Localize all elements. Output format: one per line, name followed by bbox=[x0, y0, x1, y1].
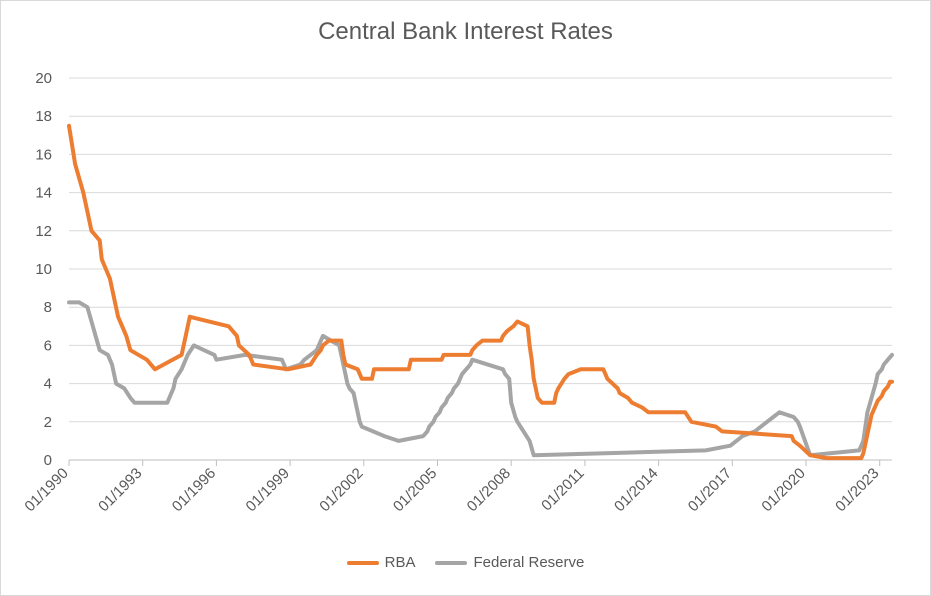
y-axis-tick-labels: 0 2 4 6 8 10 12 14 16 18 20 bbox=[35, 70, 52, 469]
x-tick-label: 01/2008 bbox=[464, 465, 514, 515]
y-tick-label: 10 bbox=[35, 261, 52, 278]
legend: RBA Federal Reserve bbox=[0, 554, 931, 571]
y-tick-label: 4 bbox=[44, 376, 52, 393]
y-tick-label: 0 bbox=[44, 452, 52, 469]
chart-title: Central Bank Interest Rates bbox=[318, 18, 613, 45]
series-line-rba bbox=[67, 123, 894, 461]
x-tick-label: 01/2017 bbox=[685, 465, 735, 515]
x-tick-label: 01/2005 bbox=[390, 465, 440, 515]
y-tick-label: 8 bbox=[44, 299, 52, 316]
series-line-federal-reserve bbox=[67, 300, 894, 458]
x-tick-label: 01/2011 bbox=[538, 465, 588, 515]
y-tick-label: 20 bbox=[35, 70, 52, 87]
x-tick-label: 01/1999 bbox=[243, 465, 293, 515]
x-tick-label: 01/2014 bbox=[611, 465, 661, 515]
y-tick-label: 6 bbox=[44, 337, 52, 354]
x-tick-label: 01/1996 bbox=[169, 465, 219, 515]
series-lines bbox=[67, 123, 894, 461]
x-tick-label: 01/1990 bbox=[21, 465, 71, 515]
x-axis: 01/1990 01/1993 01/1996 01/1999 01/2002 01/20… bbox=[21, 459, 892, 515]
x-tick-label: 01/2020 bbox=[758, 465, 808, 515]
y-tick-label: 18 bbox=[35, 108, 52, 125]
legend-label: Federal Reserve bbox=[473, 554, 585, 571]
y-tick-label: 12 bbox=[35, 223, 52, 240]
y-tick-label: 2 bbox=[44, 414, 52, 431]
y-tick-label: 14 bbox=[35, 185, 52, 202]
x-tick-label: 01/2023 bbox=[832, 465, 882, 515]
gridlines bbox=[69, 77, 892, 423]
x-tick-label: 01/2002 bbox=[316, 465, 366, 515]
legend-item: RBA bbox=[346, 554, 416, 571]
legend-label: RBA bbox=[384, 554, 416, 571]
legend-item: Federal Reserve bbox=[435, 554, 584, 571]
x-tick-label: 01/1993 bbox=[95, 465, 145, 515]
legend-swatch bbox=[435, 560, 468, 565]
legend-swatch bbox=[346, 560, 379, 565]
y-tick-label: 16 bbox=[35, 146, 52, 163]
